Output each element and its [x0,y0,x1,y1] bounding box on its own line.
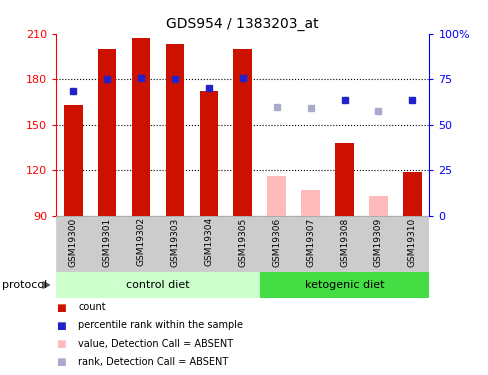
Bar [158,216,191,272]
Title: GDS954 / 1383203_at: GDS954 / 1383203_at [166,17,319,32]
Bar [259,272,428,298]
Text: GSM19303: GSM19303 [170,217,179,267]
Text: ■: ■ [56,357,66,366]
Bar [361,216,395,272]
Text: GSM19306: GSM19306 [272,217,281,267]
Bar [131,38,150,216]
Bar [293,216,327,272]
Bar [301,190,319,216]
Bar [165,44,184,216]
Bar [56,272,259,298]
Text: percentile rank within the sample: percentile rank within the sample [78,321,243,330]
Text: GSM19300: GSM19300 [68,217,78,267]
Bar [259,216,293,272]
Text: value, Detection Call = ABSENT: value, Detection Call = ABSENT [78,339,233,348]
Text: GSM19308: GSM19308 [339,217,348,267]
Bar [368,196,387,216]
Text: GSM19305: GSM19305 [238,217,247,267]
Text: ■: ■ [56,303,66,312]
Text: ■: ■ [56,339,66,348]
Text: control diet: control diet [126,280,189,290]
Text: GSM19310: GSM19310 [407,217,416,267]
Bar [191,216,225,272]
Bar [395,216,428,272]
Text: count: count [78,303,105,312]
Bar [199,92,218,216]
Bar [335,143,353,216]
Text: ■: ■ [56,321,66,330]
Text: ketogenic diet: ketogenic diet [304,280,384,290]
Bar [98,49,116,216]
Text: GSM19301: GSM19301 [102,217,111,267]
Bar [90,216,124,272]
Text: protocol: protocol [2,280,48,290]
Text: rank, Detection Call = ABSENT: rank, Detection Call = ABSENT [78,357,228,366]
Text: GSM19302: GSM19302 [136,217,145,266]
Bar [267,176,285,216]
Text: GSM19307: GSM19307 [305,217,314,267]
Bar [124,216,158,272]
Bar [233,49,252,216]
Text: GSM19304: GSM19304 [204,217,213,266]
Text: GSM19309: GSM19309 [373,217,382,267]
Bar [402,172,421,216]
Bar [56,216,90,272]
Bar [225,216,259,272]
Bar [327,216,361,272]
Bar [64,105,82,216]
